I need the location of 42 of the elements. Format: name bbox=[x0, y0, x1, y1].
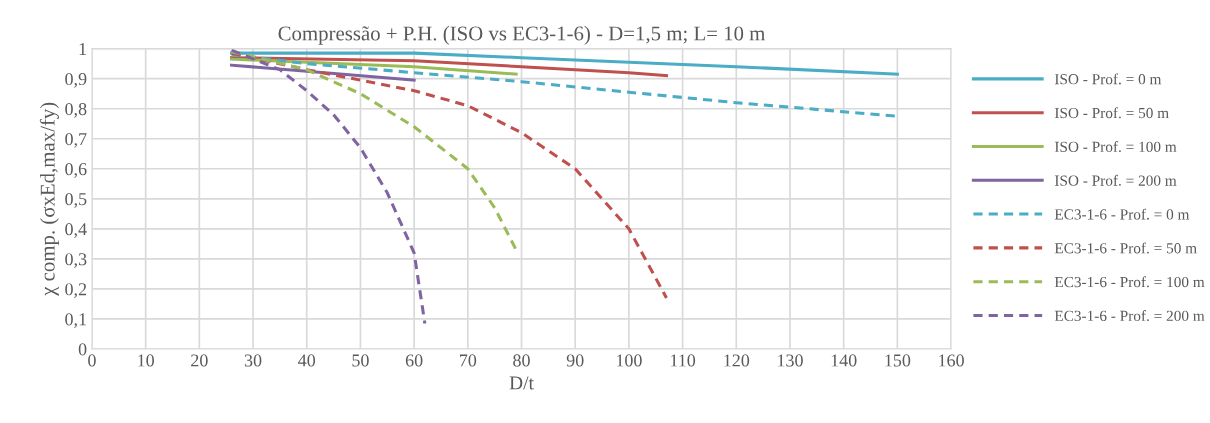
x-tick-label: 100 bbox=[616, 354, 642, 367]
x-tick-label: 50 bbox=[352, 354, 369, 367]
legend-label: EC3-1-6 - Prof. = 0 m bbox=[1054, 208, 1190, 220]
y-tick-label: 0,8 bbox=[65, 102, 87, 118]
x-tick-label: 30 bbox=[244, 354, 262, 367]
y-tick-label: 0,7 bbox=[65, 133, 87, 148]
x-tick-label: 150 bbox=[885, 354, 911, 367]
y-tick-label: 0,3 bbox=[65, 253, 87, 268]
legend-label: ISO - Prof. = 0 m bbox=[1054, 73, 1162, 85]
x-tick-label: 110 bbox=[670, 354, 696, 367]
chart-title: Compressão + P.H. (ISO vs EC3-1-6) - D=1,5 m; L= 10 m bbox=[278, 25, 766, 45]
y-tick-label: 0,5 bbox=[65, 193, 87, 208]
x-tick-label: 120 bbox=[724, 354, 750, 367]
x-tick-label: 20 bbox=[191, 354, 208, 367]
legend-label: EC3-1-6 - Prof. = 100 m bbox=[1054, 276, 1205, 288]
x-tick-label: 70 bbox=[459, 354, 477, 367]
x-tick-label: 160 bbox=[939, 354, 964, 367]
legend-label: EC3-1-6 - Prof. = 50 m bbox=[1054, 242, 1197, 254]
x-tick-label: 0 bbox=[88, 354, 96, 367]
y-axis-title: χ comp. (σxEd,max/fy) bbox=[39, 102, 59, 296]
x-tick-label: 130 bbox=[778, 354, 803, 367]
x-tick-label: 90 bbox=[566, 354, 584, 367]
line-series bbox=[230, 51, 669, 300]
y-tick-label: 0 bbox=[78, 343, 87, 356]
y-tick-label: 0,4 bbox=[65, 223, 87, 238]
x-tick-label: 60 bbox=[405, 354, 423, 367]
y-tick-label: 0,6 bbox=[65, 163, 87, 178]
x-axis-title: D/t bbox=[509, 376, 534, 390]
y-tick-label: 0,1 bbox=[65, 313, 87, 328]
line-series bbox=[230, 48, 427, 325]
line-series bbox=[230, 50, 518, 252]
y-tick-label: 0,9 bbox=[65, 72, 87, 88]
legend-label: ISO - Prof. = 50 m bbox=[1054, 107, 1169, 119]
x-tick-label: 140 bbox=[831, 354, 857, 367]
x-tick-label: 10 bbox=[138, 354, 154, 367]
x-tick-label: 40 bbox=[298, 354, 316, 367]
y-tick-label: 0,2 bbox=[65, 283, 87, 298]
x-tick-label: 80 bbox=[513, 354, 530, 367]
legend-label: EC3-1-6 - Prof. = 200 m bbox=[1054, 310, 1205, 322]
y-tick-label: 1 bbox=[79, 42, 87, 55]
legend-label: ISO - Prof. = 100 m bbox=[1054, 141, 1177, 153]
legend-label: ISO - Prof. = 200 m bbox=[1054, 174, 1177, 186]
